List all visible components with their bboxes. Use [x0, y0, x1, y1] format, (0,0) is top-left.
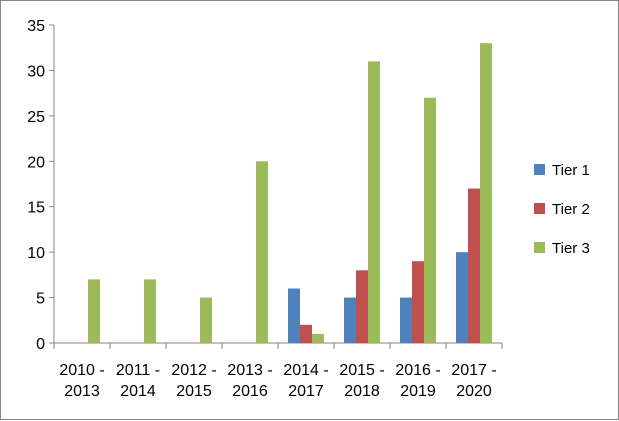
bar-tier-2 [412, 261, 424, 343]
bar-tier-3 [256, 161, 268, 343]
x-tick-label: 2014 [120, 383, 156, 400]
x-tick-label: 2019 [400, 383, 436, 400]
bar-tier-2 [468, 188, 480, 343]
y-tick-label: 5 [36, 291, 45, 308]
x-tick-label: 2016 - [395, 362, 440, 379]
x-tick-label: 2020 [456, 383, 492, 400]
y-tick-label: 10 [27, 245, 45, 262]
y-tick-label: 0 [36, 336, 45, 353]
x-tick-label: 2018 [344, 383, 380, 400]
legend-label: Tier 3 [552, 240, 590, 257]
x-tick-label: 2016 [232, 383, 268, 400]
x-tick-label: 2017 [288, 383, 324, 400]
x-tick-label: 2013 - [227, 362, 272, 379]
x-tick-label: 2013 [64, 383, 100, 400]
bar-tier-3 [480, 43, 492, 344]
bar-tier-1 [456, 252, 468, 343]
bar-tier-3 [312, 333, 324, 343]
legend-label: Tier 2 [552, 201, 590, 218]
x-tick-label: 2011 - [116, 362, 160, 379]
x-tick-label: 2010 - [59, 362, 104, 379]
legend-swatch [534, 203, 545, 214]
y-tick-label: 25 [27, 109, 45, 126]
bar-tier-2 [356, 270, 368, 343]
y-tick-label: 35 [27, 18, 45, 35]
bar-tier-1 [288, 288, 300, 343]
bar-tier-3 [368, 61, 380, 343]
bar-tier-1 [400, 297, 412, 343]
bar-tier-3 [200, 297, 212, 343]
bar-tier-2 [300, 324, 312, 343]
x-tick-label: 2015 [176, 383, 212, 400]
bar-tier-3 [88, 279, 100, 343]
legend-swatch [534, 164, 545, 175]
legend-swatch [534, 242, 545, 253]
y-tick-label: 30 [27, 63, 45, 80]
x-tick-label: 2017 - [451, 362, 496, 379]
x-tick-label: 2014 - [283, 362, 328, 379]
x-tick-label: 2015 - [339, 362, 384, 379]
y-tick-label: 20 [27, 154, 45, 171]
bar-tier-1 [344, 297, 356, 343]
bar-tier-3 [144, 279, 156, 343]
legend-label: Tier 1 [552, 162, 590, 179]
x-tick-label: 2012 - [171, 362, 216, 379]
bar-tier-3 [424, 97, 436, 343]
y-tick-label: 15 [27, 200, 45, 217]
